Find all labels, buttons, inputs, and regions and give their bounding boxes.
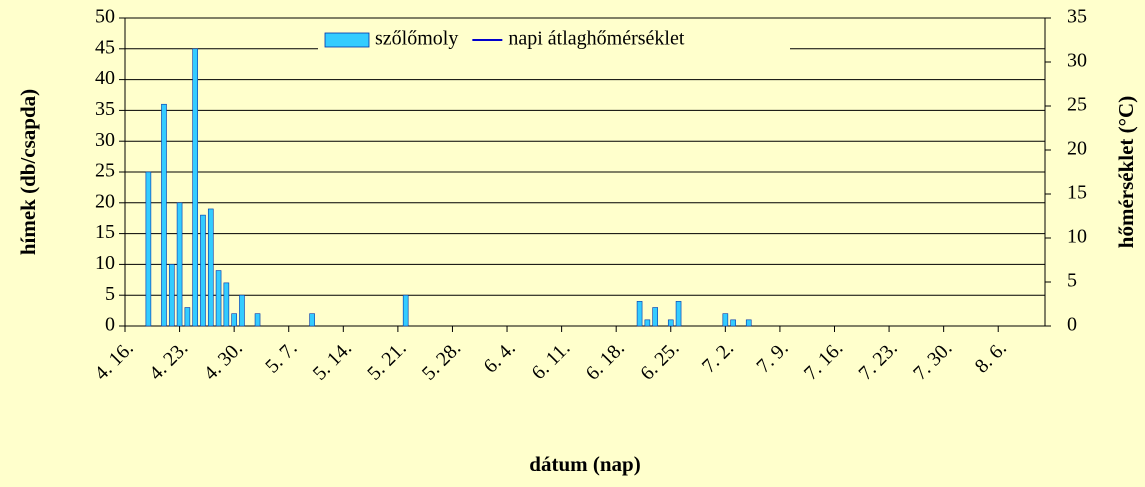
bar [675, 301, 682, 327]
bar [636, 301, 643, 327]
bar [309, 313, 315, 327]
bar [184, 307, 191, 327]
y2-tick-label: 30 [1067, 50, 1087, 72]
y-tick-label: 10 [95, 252, 115, 274]
y-tick-label: 35 [95, 98, 115, 120]
y-tick-label: 0 [105, 314, 115, 336]
y-tick-label: 45 [95, 36, 115, 58]
bar [667, 319, 674, 327]
bar [192, 48, 198, 327]
y-tick-label: 50 [95, 6, 115, 28]
bar [745, 319, 752, 327]
y-tick-label: 40 [95, 67, 115, 89]
y-tick-label: 20 [95, 190, 115, 212]
bar [145, 171, 152, 327]
legend-label: szőlőmoly [375, 28, 458, 50]
y2-axis-label: hőmérséklet (°C) [1114, 96, 1138, 248]
legend-label: napi átlaghőmérséklet [508, 28, 684, 50]
bar [176, 202, 183, 327]
x-axis-label: dátum (nap) [529, 452, 640, 476]
bar [402, 294, 409, 327]
bar [239, 294, 245, 327]
bar [223, 282, 230, 327]
y-tick-label: 15 [95, 221, 115, 243]
bar [644, 319, 651, 327]
bar [730, 319, 736, 327]
bar [215, 270, 222, 327]
y2-tick-label: 35 [1067, 6, 1087, 28]
y2-tick-label: 20 [1067, 138, 1087, 160]
y-tick-label: 25 [95, 160, 115, 182]
legend-box [318, 22, 790, 58]
bar [168, 264, 175, 327]
bar [231, 313, 237, 327]
bar [722, 313, 729, 327]
bar [207, 208, 214, 327]
bar [652, 307, 658, 327]
y-axis-label: hímek (db/csapda) [16, 89, 40, 255]
y-tick-label: 5 [105, 283, 115, 305]
bar [200, 214, 206, 327]
bar [254, 313, 261, 327]
y2-tick-label: 15 [1067, 182, 1087, 204]
y2-tick-label: 0 [1067, 314, 1077, 336]
y2-tick-label: 5 [1067, 270, 1077, 292]
y2-tick-label: 25 [1067, 94, 1087, 116]
y-tick-label: 30 [95, 129, 115, 151]
legend-swatch [324, 32, 370, 48]
bar [161, 103, 167, 327]
y2-tick-label: 10 [1067, 226, 1087, 248]
